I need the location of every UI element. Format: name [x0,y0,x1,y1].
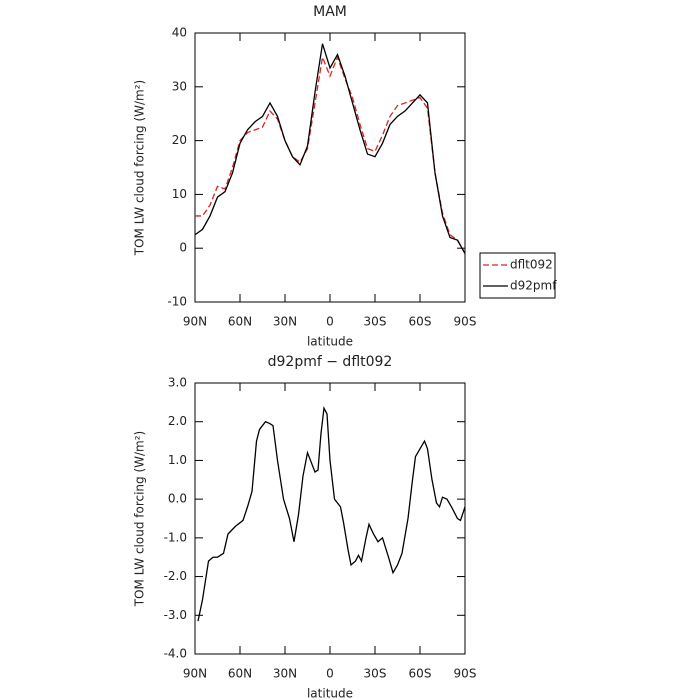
series-line [194,43,466,254]
y-tick-label: 20 [172,133,187,147]
y-tick-label: -4.0 [164,647,187,661]
x-tick-label: 30S [364,667,387,681]
y-tick-label: -1.0 [164,530,187,544]
series-line [197,405,466,622]
x-tick-label: 30S [364,315,387,329]
legend-label: d92pmf [510,279,557,293]
chart-title: MAM [313,4,347,20]
y-tick-label: -10 [167,295,187,309]
x-tick-label: 0 [326,667,334,681]
x-tick-label: 60S [409,315,432,329]
x-tick-label: 30N [273,315,297,329]
x-tick-label: 60N [228,667,252,681]
y-tick-label: 40 [172,26,187,40]
y-tick-label: -3.0 [164,608,187,622]
y-tick-label: 3.0 [168,376,187,390]
x-tick-label: 90S [454,315,477,329]
y-tick-label: 30 [172,79,187,93]
x-tick-label: 90N [183,315,207,329]
chart-title: d92pmf − dflt092 [268,354,393,370]
x-tick-label: 90N [183,667,207,681]
x-axis-label: latitude [307,335,353,349]
x-tick-label: 90S [454,667,477,681]
y-tick-label: 0.0 [168,492,187,506]
x-tick-label: 60S [409,667,432,681]
y-tick-label: -2.0 [164,569,187,583]
series-line [195,54,466,254]
legend-box [479,252,556,299]
y-tick-label: 0 [179,241,187,255]
y-tick-label: 2.0 [168,414,187,428]
plot-frame [194,32,466,303]
y-axis-label: TOM LW cloud forcing (W/m²) [133,80,147,257]
y-tick-label: 1.0 [168,453,187,467]
x-tick-label: 30N [273,667,297,681]
y-axis-label: TOM LW cloud forcing (W/m²) [133,431,147,608]
x-tick-label: 60N [228,315,252,329]
legend-label: dflt092 [510,258,553,272]
x-axis-label: latitude [307,687,353,700]
plot-frame [194,382,466,655]
y-tick-label: 10 [172,187,187,201]
x-tick-label: 0 [326,315,334,329]
